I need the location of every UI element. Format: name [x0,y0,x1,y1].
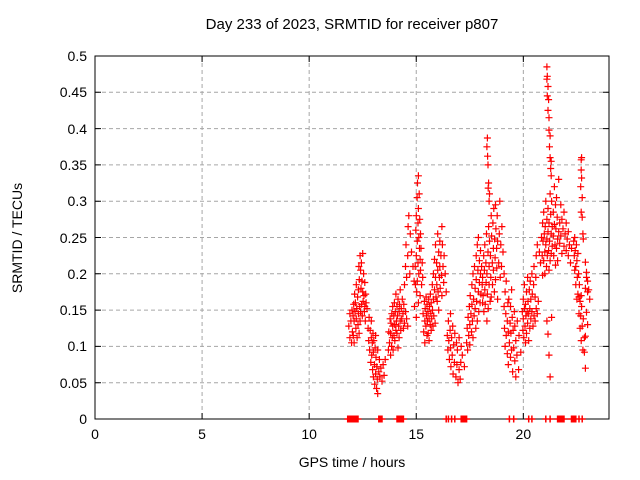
scatter-points [345,63,594,398]
y-tick-label: 0.4 [67,120,87,137]
zero-markers [344,415,586,423]
y-tick-label: 0.1 [67,338,87,355]
x-tick-label: 20 [515,426,532,442]
x-axis-title: GPS time / hours [298,454,406,470]
y-tick-label: 0.3 [67,193,87,210]
y-tick-label: 0.05 [59,374,87,391]
y-tick-label: 0.35 [59,156,87,173]
y-tick-label: 0.15 [59,302,87,319]
x-tick-label: 10 [301,426,317,442]
x-tick-label: 5 [198,426,206,442]
x-tick-label: 15 [408,426,425,442]
axis-tick-marks [94,55,609,420]
y-tick-label: 0.2 [67,265,87,282]
y-tick-label: 0.25 [59,229,87,246]
chart-title: Day 233 of 2023, SRMTID for receiver p80… [205,16,499,33]
grid-lines [95,56,609,419]
y-tick-label: 0 [79,411,87,427]
x-tick-label: 0 [91,426,99,442]
y-tick-label: 0.5 [67,48,87,64]
y-tick-label: 0.45 [59,84,87,101]
